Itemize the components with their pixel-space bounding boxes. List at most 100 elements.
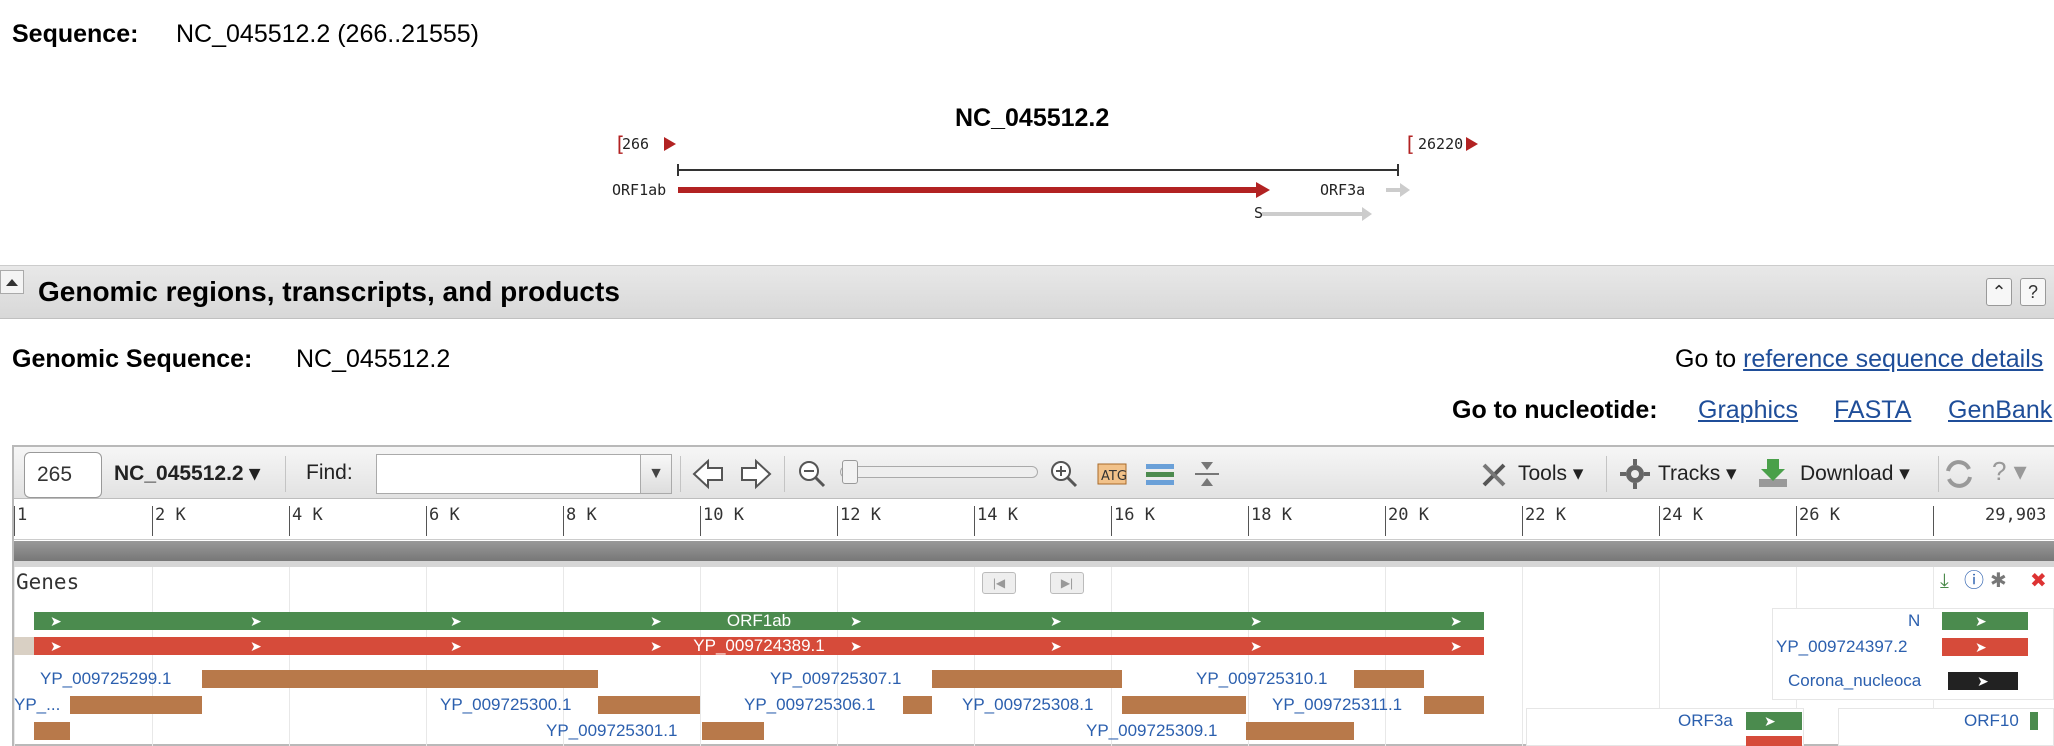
next-feature-icon[interactable]: ▶|	[1050, 572, 1084, 594]
track-download-icon[interactable]: ⤓	[1940, 570, 1949, 592]
gear-icon[interactable]	[1618, 457, 1652, 491]
ruler-tick-label: 2 K	[155, 505, 186, 525]
section-header-bar	[0, 265, 2054, 319]
genbank-link[interactable]: GenBank	[1948, 396, 2053, 424]
n-protein-label[interactable]: YP_009724397.2	[1776, 637, 1908, 656]
ruler-tick-label: 18 K	[1251, 505, 1292, 525]
gene-bar-orf3a[interactable]	[1746, 712, 1802, 730]
overview-gene-orf1ab: ORF1ab	[612, 181, 667, 199]
goto-reference: Go to reference sequence details	[1675, 345, 2043, 374]
help-icon[interactable]: ?	[2020, 278, 2046, 306]
protein-label[interactable]: YP_009725311.1	[1272, 695, 1403, 714]
protein-bar[interactable]	[202, 670, 598, 688]
protein-label[interactable]: YP_009725301.1	[546, 721, 678, 740]
orf1ab-feature[interactable]	[678, 187, 1258, 193]
nucleocapsid-bar[interactable]	[1948, 672, 2018, 690]
protein-label[interactable]: YP_009725307.1	[770, 669, 902, 688]
refresh-icon[interactable]	[1942, 457, 1976, 491]
strand-arrow-icon: ➤	[450, 613, 462, 629]
protein-label[interactable]: YP_...	[14, 695, 61, 714]
find-label: Find:	[306, 461, 353, 484]
protein-bar[interactable]	[598, 696, 700, 714]
tools-menu[interactable]: Tools ▾	[1518, 462, 1584, 485]
info-icon[interactable]: ⓘ	[1964, 570, 1984, 592]
reference-sequence-details-link[interactable]: reference sequence details	[1743, 345, 2044, 373]
zoom-out-icon[interactable]	[796, 458, 828, 490]
strand-arrow-icon: ➤	[1050, 638, 1062, 654]
fasta-link[interactable]: FASTA	[1834, 396, 1912, 424]
protein-bar[interactable]	[1122, 696, 1246, 714]
grid-line	[1111, 567, 1112, 746]
tools-icon[interactable]	[1478, 457, 1512, 491]
collapse-tracks-icon[interactable]	[1192, 458, 1222, 490]
ruler-tick	[1796, 506, 1797, 536]
grid-line	[14, 567, 15, 746]
find-input[interactable]	[376, 454, 672, 494]
rna-bar-n[interactable]	[1942, 638, 2028, 656]
multiple-alignment-icon[interactable]	[1144, 460, 1176, 488]
protein-bar[interactable]	[1246, 722, 1354, 740]
genes-track-label: Genes	[16, 570, 80, 594]
zoom-to-sequence-icon[interactable]: ATG	[1096, 460, 1128, 488]
protein-label[interactable]: YP_009725310.1	[1196, 669, 1328, 688]
ruler-tick	[1522, 506, 1523, 536]
grid-line	[1659, 567, 1660, 746]
grid-line	[974, 567, 975, 746]
ruler-tick-label: 1	[17, 505, 28, 525]
strand-arrow-icon: ➤	[1250, 613, 1262, 629]
gene-bar-label: ORF1ab	[726, 611, 792, 630]
ruler-tick	[1385, 506, 1386, 536]
orf10-label[interactable]: ORF10	[1964, 711, 2019, 730]
protein-bar[interactable]	[70, 696, 202, 714]
double-up-icon[interactable]: ⌃	[1986, 278, 2012, 306]
gene-bar-orf10[interactable]	[2030, 712, 2038, 730]
protein-bar[interactable]	[702, 722, 764, 740]
orf3a-feature[interactable]	[1386, 188, 1400, 192]
protein-bar[interactable]	[1354, 670, 1424, 688]
strand-arrow-icon: ➤	[850, 638, 862, 654]
rna-bar-label: YP_009724389.1	[693, 636, 825, 655]
sequence-select[interactable]: NC_045512.2 ▾	[114, 462, 260, 485]
n-gene-label[interactable]: N	[1908, 611, 1921, 630]
strand-arrow-icon: ➤	[50, 638, 62, 654]
svg-text:ATG: ATG	[1101, 469, 1127, 484]
protein-label[interactable]: YP_009725300.1	[440, 695, 572, 714]
help-menu[interactable]: ? ▾	[1992, 456, 2027, 486]
tracks-menu[interactable]: Tracks ▾	[1658, 462, 1737, 485]
protein-label[interactable]: YP_009725309.1	[1086, 721, 1218, 740]
nucleocapsid-label[interactable]: Corona_nucleoca	[1788, 671, 1922, 690]
protein-label[interactable]: YP_009725299.1	[40, 669, 172, 688]
protein-label[interactable]: YP_009725308.1	[962, 695, 1094, 714]
download-menu[interactable]: Download ▾	[1800, 462, 1910, 485]
zoom-in-icon[interactable]	[1048, 458, 1080, 490]
protein-bar[interactable]	[932, 670, 1122, 688]
pan-right-icon[interactable]	[738, 456, 774, 492]
ruler-tick-label: 12 K	[840, 505, 881, 525]
sequence-band	[14, 541, 2054, 561]
zoom-slider[interactable]	[840, 466, 1038, 478]
protein-bar[interactable]	[34, 722, 70, 740]
orf3a-label[interactable]: ORF3a	[1678, 711, 1733, 730]
s-feature[interactable]	[1262, 212, 1362, 216]
protein-bar[interactable]	[903, 696, 932, 714]
gene-bar-n[interactable]	[1942, 612, 2028, 630]
rna-bar[interactable]	[34, 637, 1484, 655]
download-icon[interactable]	[1756, 455, 1790, 491]
pan-left-icon[interactable]	[690, 456, 726, 492]
graphics-link[interactable]: Graphics	[1698, 396, 1799, 424]
protein-bar[interactable]	[1424, 696, 1484, 714]
triangle-up-icon[interactable]	[0, 270, 24, 294]
ruler	[14, 500, 2054, 540]
protein-label[interactable]: YP_009725306.1	[744, 695, 876, 714]
find-dropdown-icon[interactable]: ▼	[640, 455, 671, 493]
track-settings-icon[interactable]: ✱	[1990, 570, 2007, 592]
sequence-label: Sequence:	[12, 20, 139, 48]
zoom-slider-thumb[interactable]	[842, 460, 858, 484]
gene-bar-orf1ab[interactable]	[34, 612, 1484, 630]
prev-feature-icon[interactable]: |◀	[982, 572, 1016, 594]
position-box[interactable]: 265	[24, 452, 102, 498]
ruler-tick	[1111, 506, 1112, 536]
grid-line	[837, 567, 838, 746]
close-icon[interactable]: ✖	[2030, 570, 2047, 592]
ruler-tick	[700, 506, 701, 536]
